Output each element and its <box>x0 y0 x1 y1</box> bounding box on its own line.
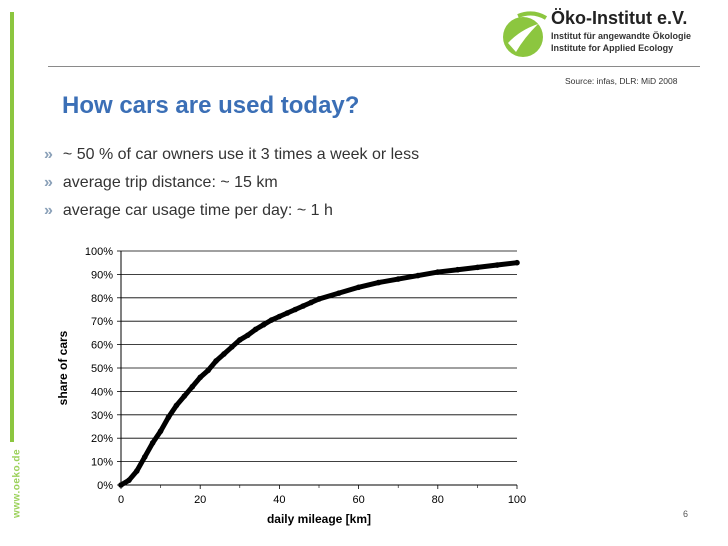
bullet-text: average trip distance: ~ 15 km <box>62 174 278 191</box>
y-tick-label: 80% <box>91 293 113 305</box>
data-point <box>244 332 251 339</box>
data-point <box>454 266 461 273</box>
bullet-text: average car usage time per day: ~ 1 h <box>62 202 333 219</box>
data-point <box>229 344 235 350</box>
y-tick-label: 40% <box>91 386 113 398</box>
logo-name: Öko-Institut e.V. <box>551 8 688 28</box>
x-tick-label: 60 <box>352 494 364 506</box>
bullet-marker: » <box>44 202 53 219</box>
data-point <box>118 482 124 488</box>
data-point <box>141 454 148 460</box>
x-tick-label: 20 <box>194 494 206 506</box>
data-point <box>149 440 156 446</box>
data-point <box>355 284 362 291</box>
data-point <box>375 279 382 286</box>
logo-subtitle-de: Institut für angewandte Ökologie <box>551 31 692 41</box>
y-tick-label: 30% <box>91 410 113 422</box>
y-tick-label: 90% <box>91 269 113 281</box>
data-point <box>308 299 314 306</box>
data-point <box>415 272 421 279</box>
data-point <box>237 337 243 343</box>
data-point <box>395 276 402 282</box>
brand-sidebar-bar <box>10 12 14 442</box>
header-divider <box>48 66 700 67</box>
data-point <box>126 477 132 484</box>
y-tick-label: 70% <box>91 316 113 328</box>
data-point <box>260 321 267 328</box>
y-tick-label: 50% <box>91 363 113 375</box>
page-number: 6 <box>683 509 689 519</box>
y-axis-label: share of cars <box>56 330 70 405</box>
data-point <box>435 269 441 275</box>
oeko-institut-logo <box>503 11 548 57</box>
data-point <box>284 310 291 316</box>
logo-leaf <box>508 24 538 52</box>
data-point <box>181 393 188 399</box>
bullet-marker: » <box>44 174 53 191</box>
data-point <box>336 290 342 296</box>
bullet-item: » average trip distance: ~ 15 km <box>44 174 278 192</box>
x-tick-label: 40 <box>273 494 285 506</box>
data-point <box>165 414 172 420</box>
data-point <box>213 358 219 364</box>
bullet-marker: » <box>44 146 53 163</box>
x-tick-label: 80 <box>432 494 444 506</box>
data-point <box>252 326 259 333</box>
y-tick-label: 100% <box>85 246 113 258</box>
data-point <box>514 259 520 266</box>
data-point <box>157 428 164 434</box>
logo-arc <box>517 11 548 20</box>
y-tick-label: 0% <box>97 480 113 492</box>
series-line <box>118 260 520 488</box>
x-tick-label: 0 <box>118 494 124 506</box>
data-point <box>494 262 501 268</box>
data-point <box>134 468 140 474</box>
bullet-text: ~ 50 % of car owners use it 3 times a we… <box>62 146 420 163</box>
logo-subtitle-en: Institute for Applied Ecology <box>551 43 674 53</box>
data-point <box>189 383 196 390</box>
data-point <box>173 402 180 409</box>
data-point <box>300 303 306 309</box>
data-point <box>205 367 211 374</box>
y-tick-label: 10% <box>91 457 113 469</box>
data-point <box>268 317 275 323</box>
data-point <box>316 296 322 302</box>
page-title: How cars are used today? <box>62 92 360 119</box>
bullet-item: » ~ 50 % of car owners use it 3 times a w… <box>44 146 419 164</box>
x-tick-label: 100 <box>508 494 526 506</box>
bullet-item: » average car usage time per day: ~ 1 h <box>44 202 333 220</box>
source-note: Source: infas, DLR: MiD 2008 <box>565 76 678 86</box>
y-tick-label: 60% <box>91 340 113 352</box>
y-tick-label: 20% <box>91 433 113 445</box>
data-point <box>221 351 227 357</box>
data-point <box>474 264 481 271</box>
data-point <box>197 374 203 381</box>
data-point <box>276 313 283 320</box>
data-point <box>292 306 299 313</box>
x-axis-label: daily mileage [km] <box>267 512 371 526</box>
